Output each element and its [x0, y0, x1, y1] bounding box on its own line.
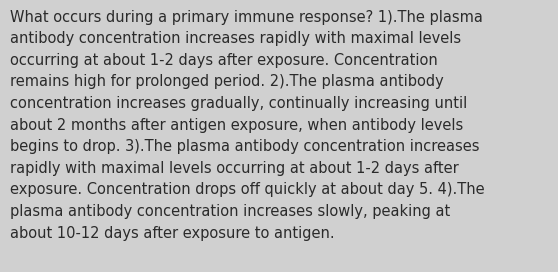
Text: What occurs during a primary immune response? 1).The plasma
antibody concentrati: What occurs during a primary immune resp… [10, 10, 485, 240]
